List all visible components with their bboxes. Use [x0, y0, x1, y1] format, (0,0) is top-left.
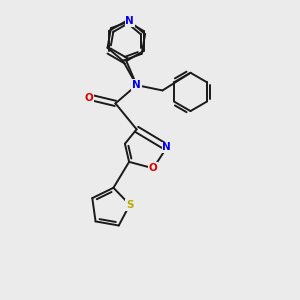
Text: S: S — [126, 200, 134, 210]
Text: N: N — [132, 80, 141, 90]
Text: O: O — [85, 93, 93, 103]
Text: N: N — [125, 16, 134, 26]
Text: N: N — [162, 142, 171, 152]
Text: O: O — [149, 163, 158, 173]
